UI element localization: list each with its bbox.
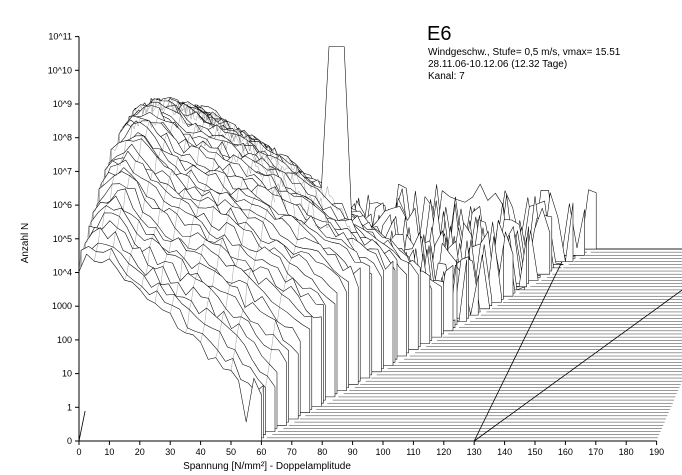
x-tick-label: 60 [256, 447, 266, 457]
x-tick-label: 150 [527, 447, 542, 457]
y-tick-label: 1000 [52, 301, 72, 311]
x-tick-label: 130 [467, 447, 482, 457]
x-tick-label: 110 [406, 447, 420, 457]
x-tick-label: 100 [375, 447, 390, 457]
chart-axes [75, 36, 658, 445]
x-tick-label: 30 [165, 447, 175, 457]
x-tick-label: 120 [436, 447, 451, 457]
chart-title: E6 [427, 23, 451, 45]
y-tick-label: 10^6 [53, 200, 72, 210]
surface-crossline [78, 97, 202, 272]
y-axis-title: Anzahl N [20, 223, 31, 264]
surface-crossline [109, 100, 232, 259]
y-tick-label: 1 [67, 402, 72, 412]
surface-crossline [215, 155, 318, 358]
surface-crossline [154, 120, 276, 304]
x-tick-label: 140 [497, 447, 512, 457]
y-tick-label: 10^7 [53, 166, 72, 176]
x-tick-label: 50 [226, 447, 236, 457]
surface-crossline [139, 115, 262, 290]
x-tick-label: 170 [588, 447, 603, 457]
x-axis-title: Spannung [N/mm²] - Doppelamplitude [183, 461, 351, 472]
surface-crossline [124, 106, 247, 281]
tick-labels: 0110100100010^410^510^610^710^810^910^10… [48, 32, 664, 457]
y-tick-label: 10 [62, 369, 72, 379]
surface-row [78, 253, 262, 442]
floor-outline [473, 248, 682, 442]
surface-crossline [170, 128, 287, 314]
annotation-line-2: 28.11.06-10.12.06 (12.32 Tage) [428, 59, 567, 70]
x-tick-label: 160 [558, 447, 573, 457]
annotation-line-1: Windgeschw., Stufe= 0,5 m/s, vmax= 15.51 [428, 47, 621, 58]
depth-edge [78, 410, 86, 442]
surface-crossline [261, 186, 354, 396]
x-tick-label: 40 [196, 447, 206, 457]
x-tick-label: 10 [104, 447, 114, 457]
x-tick-label: 190 [649, 447, 664, 457]
y-tick-label: 100 [57, 335, 72, 345]
y-tick-label: 10^5 [53, 234, 72, 244]
y-tick-label: 10^10 [48, 65, 72, 75]
y-tick-label: 10^11 [48, 32, 72, 42]
surface-crossline [200, 145, 309, 343]
annotation-line-3: Kanal: 7 [428, 71, 465, 82]
x-tick-label: 90 [348, 447, 358, 457]
x-tick-label: 80 [317, 447, 327, 457]
surface-crossline [94, 96, 217, 262]
y-tick-label: 10^8 [53, 133, 72, 143]
x-tick-label: 0 [76, 447, 81, 457]
x-tick-label: 70 [287, 447, 297, 457]
y-tick-label: 10^4 [53, 268, 72, 278]
y-tick-label: 10^9 [53, 99, 72, 109]
y-tick-label: 0 [67, 436, 72, 446]
surface-mesh [78, 46, 682, 442]
x-tick-label: 180 [619, 447, 634, 457]
x-tick-label: 20 [135, 447, 145, 457]
surface-crossline [230, 166, 330, 371]
